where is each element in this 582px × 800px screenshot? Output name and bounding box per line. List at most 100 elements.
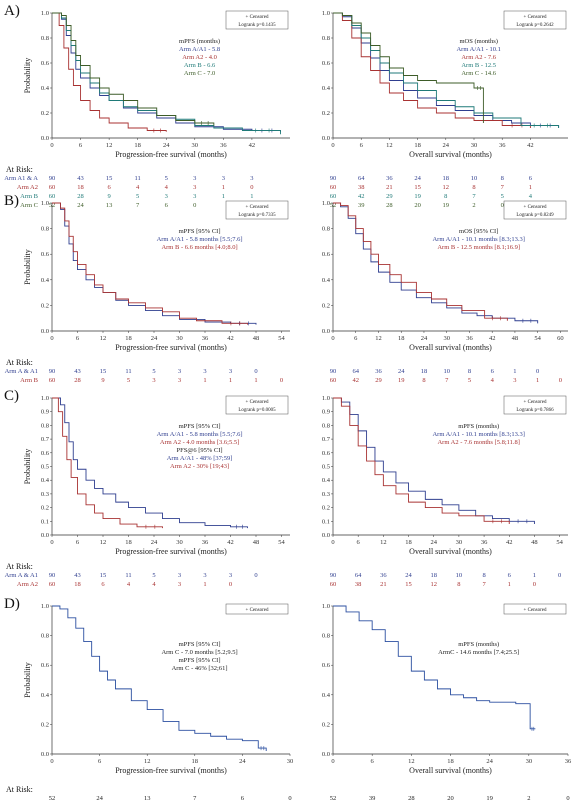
legend-entry: Arm C - 14.6 [461, 70, 496, 77]
at-risk-value: 5 [165, 175, 168, 182]
at-risk-value: 11 [135, 175, 141, 182]
at-risk-value: 0 [254, 368, 257, 375]
at-risk-value: 0 [193, 202, 196, 209]
at-risk-value: 24 [77, 202, 84, 209]
km-curve [333, 202, 508, 321]
y-tick-label: 0.8 [41, 226, 49, 233]
at-risk-value: 1 [229, 377, 232, 384]
x-tick-label: 54 [278, 539, 285, 546]
legend-box [503, 603, 567, 615]
x-tick-label: 30 [176, 539, 183, 546]
x-tick-label: 0 [331, 539, 334, 546]
x-tick-label: 36 [202, 335, 209, 342]
x-tick-label: 36 [499, 142, 506, 149]
at-risk-row-label: Arm A2 [17, 184, 38, 191]
x-tick-label: 42 [249, 142, 256, 149]
at-risk-value: 1 [203, 581, 206, 588]
legend-entry: PFS@6 [95% CI] [177, 447, 223, 454]
at-risk-value: 0 [254, 572, 257, 579]
at-risk-value: 52 [49, 795, 56, 800]
km-curve [52, 605, 267, 752]
at-risk-row-label: Arm B [20, 193, 39, 200]
y-tick-label: 0.6 [41, 251, 50, 258]
legend-entry: Arm C - 7.0 months [5.2;9.5] [161, 649, 237, 656]
at-risk-value: 64 [355, 572, 362, 579]
x-tick-label: 0 [50, 539, 53, 546]
at-risk-value: 18 [430, 572, 437, 579]
panel-b: B)0.00.20.40.60.81.00 6 12 18 24 30 36 42 48 54Pr… [4, 193, 568, 384]
legend-entry: Arm A/A1 - 5.8 months [5.5;7.6] [157, 431, 243, 438]
panel-a: A)0.00.20.40.60.81.00 6 12 18 24 30 36 42Progre… [4, 3, 568, 209]
x-tick-label: 30 [176, 335, 183, 342]
legend-title: mOS [95% CI] [459, 228, 498, 235]
x-tick-label: 24 [486, 758, 493, 765]
x-tick-label: 48 [531, 539, 538, 546]
legend-entry: Arm A2 - 4.0 [182, 54, 217, 61]
y-tick-label: 0.8 [322, 422, 330, 429]
at-risk-value: 24 [405, 572, 412, 579]
at-risk-value: 90 [330, 175, 337, 182]
at-risk-value: 7 [482, 581, 486, 588]
legend-entry: Arm B - 6.6 months [4.0;8.0] [161, 244, 237, 251]
at-risk-value: 15 [405, 581, 412, 588]
y-tick-label: 0.0 [41, 751, 49, 758]
x-axis-label: Overall survival (months) [409, 547, 492, 556]
y-tick-label: 0.4 [322, 277, 331, 284]
at-risk-value: 3 [229, 368, 232, 375]
y-tick-label: 0.6 [322, 450, 331, 457]
at-risk-value: 29 [375, 377, 382, 384]
at-risk-value: 7 [193, 795, 197, 800]
legend-entry: Arm A/A1 - 5.8 months [5.5;7.6] [157, 236, 243, 243]
y-tick-label: 0.2 [41, 721, 49, 728]
x-tick-label: 48 [512, 335, 519, 342]
km-plot-a-left: 0.00.20.40.60.81.00 6 12 18 24 30 36 42Progress… [4, 10, 290, 209]
y-tick-label: 0.6 [41, 450, 50, 457]
panel-label: C) [4, 388, 19, 404]
at-risk-value: 90 [330, 572, 337, 579]
at-risk-value: 5 [501, 193, 504, 200]
km-curve [333, 12, 531, 128]
at-risk-value: 3 [178, 581, 181, 588]
at-risk-value: 28 [408, 795, 415, 800]
km-plot-c-left: 0.0 0.1 0.2 0.3 0.4 0.5 0.6 0.7 0.8 0.9 1.0 0 6 12 18 2… [5, 395, 290, 588]
at-risk-value: 4 [165, 184, 169, 191]
x-tick-label: 54 [534, 335, 541, 342]
legend-entry: Arm A/A1 - 5.8 [179, 46, 220, 53]
x-tick-label: 30 [287, 758, 294, 765]
at-risk-value: 3 [178, 368, 181, 375]
y-axis-label: Probability [23, 662, 32, 698]
at-risk-value: 18 [421, 368, 428, 375]
legend-title: mPFS (months) [458, 641, 499, 648]
x-tick-label: 30 [471, 142, 478, 149]
y-tick-label: 1.0 [41, 603, 49, 610]
at-risk-value: 4 [127, 581, 131, 588]
at-risk-value: 18 [77, 184, 84, 191]
x-tick-label: 0 [50, 758, 53, 765]
at-risk-value: 7 [501, 184, 505, 191]
y-tick-label: 0.7 [41, 436, 50, 443]
y-tick-label: 1.0 [322, 603, 330, 610]
x-tick-label: 42 [227, 335, 234, 342]
legend-box [225, 603, 289, 615]
at-risk-value: 20 [447, 795, 454, 800]
y-tick-label: 0.6 [322, 662, 331, 669]
y-tick-label: 0.4 [41, 477, 50, 484]
at-risk-value: 19 [398, 377, 405, 384]
at-risk-value: 21 [380, 581, 387, 588]
at-risk-value: 6 [107, 184, 111, 191]
km-plot-b-left: 0.00.20.40.60.81.00 6 12 18 24 30 36 42 48 54Prog… [5, 200, 290, 384]
censored-label: + Censored [524, 400, 547, 405]
y-tick-label: 0.1 [322, 518, 330, 525]
at-risk-value: 0 [559, 377, 562, 384]
at-risk-row-label: Arm A & A1 [5, 368, 38, 375]
at-risk-value: 90 [330, 368, 337, 375]
at-risk-value: 0 [558, 572, 561, 579]
y-tick-label: 0.1 [41, 518, 49, 525]
at-risk-value: 6 [165, 202, 169, 209]
legend-title: mPFS [95% CI] [179, 228, 221, 235]
at-risk-value: 60 [330, 184, 337, 191]
at-risk-value: 13 [106, 202, 113, 209]
y-axis-label: Probability [23, 249, 32, 285]
at-risk-value: 64 [358, 175, 365, 182]
x-tick-label: 0 [50, 142, 53, 149]
